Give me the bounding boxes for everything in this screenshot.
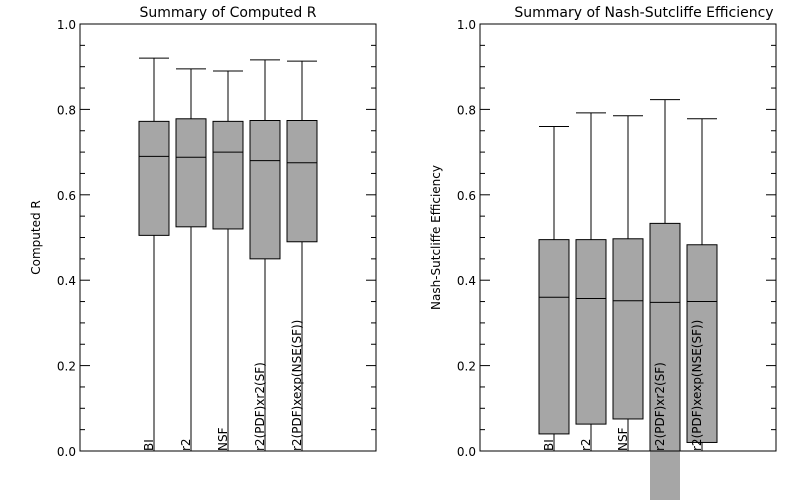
box-1: r2 — [575, 112, 607, 451]
box-0: BI — [138, 57, 170, 451]
y-axis-label: Computed R — [29, 200, 43, 275]
category-label: r2 — [179, 438, 193, 451]
category-label: r2(PDF)xexp(NSE(SF)) — [290, 320, 304, 451]
y-axis-label: Nash-Sutcliffe Efficiency — [429, 165, 443, 310]
y-tick-label: 0.4 — [457, 274, 476, 288]
category-label: r2 — [579, 438, 593, 451]
y-tick-label: 0.4 — [57, 274, 76, 288]
y-tick-label: 1.0 — [57, 18, 76, 32]
box-2: NSF — [612, 115, 644, 451]
y-tick-label: 0.2 — [457, 360, 476, 374]
category-label: BI — [542, 439, 556, 451]
y-tick-label: 0.0 — [457, 445, 476, 459]
y-tick-label: 0.6 — [57, 189, 76, 203]
box-iqr — [175, 118, 207, 228]
chart-panel-1: Summary of Nash-Sutcliffe Efficiency Nash… — [429, 5, 777, 500]
box-iqr — [212, 120, 244, 230]
category-label: r2(PDF)xr2(SF) — [253, 362, 267, 451]
chart-panel-0: Summary of Computed R Computed R BI r2 NSF r2… — [29, 5, 377, 459]
box-iqr — [286, 120, 318, 243]
box-3: r2(PDF)xr2(SF) — [249, 59, 281, 451]
box-iqr — [575, 239, 607, 425]
chart-title: Summary of Computed R — [140, 5, 317, 21]
box-iqr — [650, 223, 680, 500]
box-iqr — [138, 120, 170, 236]
box-0: BI — [538, 125, 570, 451]
category-label: NSF — [616, 427, 630, 451]
chart-title: Summary of Nash-Sutcliffe Efficiency — [514, 5, 773, 21]
y-tick-label: 0.6 — [457, 189, 476, 203]
box-4: r2(PDF)xexp(NSE(SF)) — [286, 60, 318, 451]
box-outline — [649, 222, 681, 451]
category-label: r2(PDF)xexp(NSE(SF)) — [690, 320, 704, 451]
box-iqr — [249, 120, 281, 260]
box-4: r2(PDF)xexp(NSE(SF)) — [686, 118, 718, 451]
box-iqr — [538, 239, 570, 435]
box-3: r2(PDF)xr2(SF) — [649, 99, 681, 500]
box-1: r2 — [175, 68, 207, 451]
y-tick-label: 0.2 — [57, 360, 76, 374]
y-tick-label: 0.0 — [57, 445, 76, 459]
y-tick-label: 0.8 — [57, 103, 76, 117]
y-tick-label: 1.0 — [457, 18, 476, 32]
category-label: r2(PDF)xr2(SF) — [653, 362, 667, 451]
box-2: NSF — [212, 70, 244, 451]
box-iqr — [612, 238, 644, 420]
category-label: BI — [142, 439, 156, 451]
y-tick-label: 0.8 — [457, 103, 476, 117]
box-iqr — [686, 244, 718, 443]
category-label: NSF — [216, 427, 230, 451]
